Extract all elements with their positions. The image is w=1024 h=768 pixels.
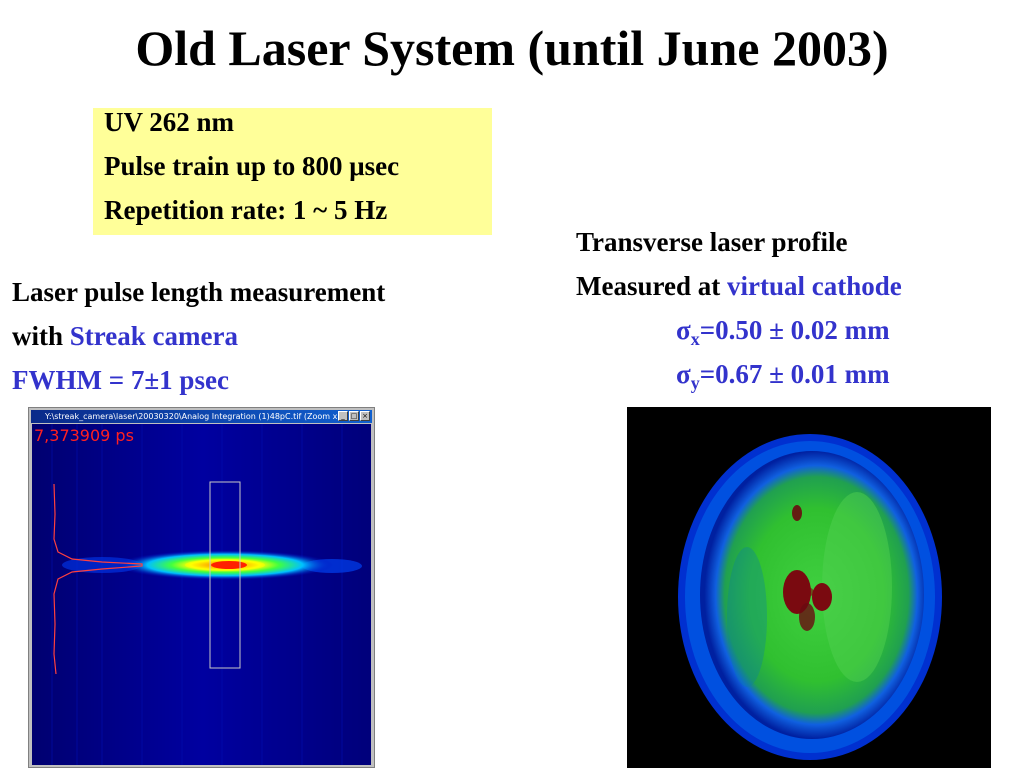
streak-image: 7,373909 ps	[32, 424, 371, 765]
maximize-icon: □	[349, 411, 359, 421]
transverse-profile-heading: Transverse laser profile	[576, 227, 848, 257]
slide-title: Old Laser System (until June 2003)	[135, 20, 889, 76]
sigma-x-symbol: σ	[676, 315, 691, 345]
streak-window-titlebar: Y:\streak_camera\laser\20030320\Analog I…	[31, 410, 372, 423]
minimize-icon: _	[338, 411, 348, 421]
sigma-y-subscript: y	[690, 373, 700, 393]
fwhm-value: FWHM = 7±1 psec	[12, 365, 229, 395]
streak-image-graphic	[32, 424, 371, 765]
pulse-length-text: Laser pulse length measurement with Stre…	[12, 270, 385, 402]
virtual-cathode-line: Measured at virtual cathode	[576, 264, 902, 308]
streak-measurement: 7,373909 ps	[34, 426, 134, 445]
wavelength-spec: UV 262 nm	[104, 107, 235, 137]
sigma-x-number: =0.50 ± 0.02 mm	[699, 315, 890, 345]
pulse-length-heading: Laser pulse length measurement	[12, 277, 386, 307]
streak-camera-prefix: with	[12, 321, 70, 351]
sigma-y-number: =0.67 ± 0.01 mm	[699, 359, 890, 389]
laser-specs-box: UV 262 nm Pulse train up to 800 μsec Rep…	[93, 107, 492, 235]
sigma-y-symbol: σ	[676, 359, 691, 389]
virtual-cathode-label: virtual cathode	[726, 271, 902, 301]
pulse-train-spec: Pulse train up to 800 μsec	[104, 151, 400, 181]
transverse-profile-text: Transverse laser profile Measured at vir…	[576, 220, 902, 396]
streak-window-title: Y:\streak_camera\laser\20030320\Analog I…	[45, 412, 349, 421]
sigma-x-subscript: x	[690, 329, 700, 349]
sigma-y-value: σy=0.67 ± 0.01 mm	[576, 352, 902, 396]
virtual-cathode-prefix: Measured at	[576, 271, 727, 301]
window-controls: _ □ ×	[338, 411, 370, 421]
streak-camera-label: Streak camera	[69, 321, 238, 351]
sigma-x-value: σx=0.50 ± 0.02 mm	[576, 308, 902, 352]
streak-camera-line: with Streak camera	[12, 314, 385, 358]
repetition-rate-spec: Repetition rate: 1 ~ 5 Hz	[104, 195, 388, 225]
streak-camera-window: Y:\streak_camera\laser\20030320\Analog I…	[28, 407, 375, 768]
transverse-profile-graphic	[627, 407, 991, 768]
close-icon: ×	[360, 411, 370, 421]
transverse-profile-image	[627, 407, 991, 768]
